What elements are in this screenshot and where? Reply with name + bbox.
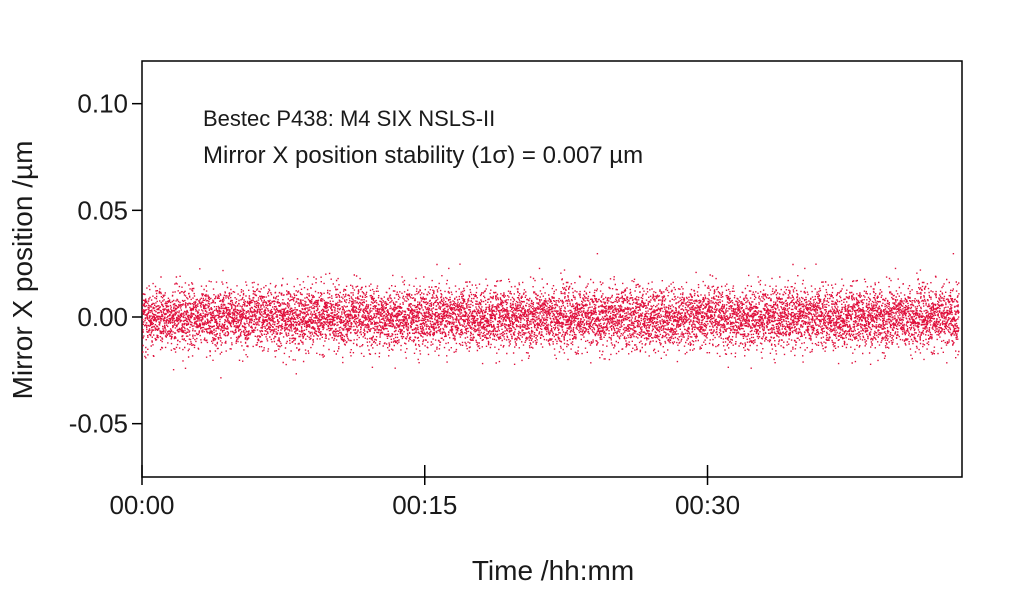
x-axis: 00:00 00:15 00:30	[109, 465, 740, 520]
x-axis-label: Time /hh:mm	[472, 555, 634, 586]
x-tick-label: 00:15	[392, 490, 457, 520]
annotation-device: Bestec P438: M4 SIX NSLS-II	[203, 106, 495, 131]
plot-frame	[141, 60, 963, 478]
y-axis-label: Mirror X position /µm	[7, 141, 38, 400]
y-tick-label: 0.05	[77, 195, 128, 225]
x-tick-label: 00:30	[675, 490, 740, 520]
y-axis: 0.10 0.05 0.00 -0.05	[69, 89, 142, 439]
data-points	[142, 253, 960, 379]
x-tick-label: 00:00	[109, 490, 174, 520]
scatter-points	[142, 253, 960, 379]
y-tick-label: 0.00	[77, 302, 128, 332]
y-tick-label: 0.10	[77, 89, 128, 119]
y-tick-label: -0.05	[69, 409, 128, 439]
annotation-stability: Mirror X position stability (1σ) = 0.007…	[203, 142, 643, 169]
